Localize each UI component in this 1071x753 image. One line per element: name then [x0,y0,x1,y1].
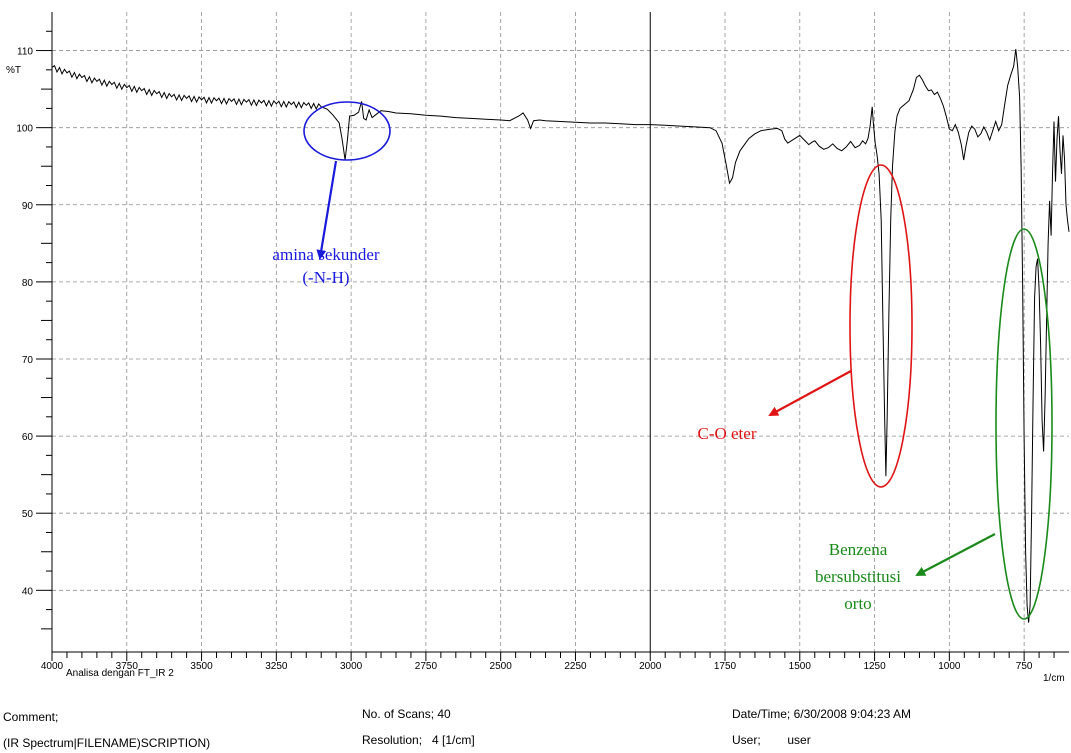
instrument-note: Analisa dengan FT_IR 2 [66,668,174,679]
y-tick-label: 50 [22,509,34,520]
x-tick-label: 1500 [789,661,812,672]
x-tick-label: 750 [1016,661,1033,672]
x-tick-label: 1250 [863,661,886,672]
annotation-co-ellipse [849,164,913,488]
resolution-info: Resolution; 4 [1/cm] [362,733,475,747]
spectrum-line [51,48,1070,623]
x-tick-label: 2750 [415,661,438,672]
y-axis-label: %T [6,65,21,76]
annotation-benzena: Benzena bersubstitusi orto [815,228,1053,620]
spectrum-series [51,48,1070,623]
y-tick-label: 60 [22,432,34,443]
x-tick-label: 3000 [340,661,363,672]
annotation-benz-ellipse [995,228,1053,620]
annotation-co-arrow [768,370,852,416]
annotation-co-label: C-O eter [697,424,756,443]
scans-info: No. of Scans; 40 [362,707,451,721]
y-axis: 40 50 60 70 80 90 100 110 [16,30,52,630]
x-tick-label: 1750 [714,661,737,672]
annotation-nh-line2: (-N-H) [302,268,349,287]
x-tick-label: 2500 [490,661,513,672]
x-tick-label: 1000 [938,661,961,672]
annotation-c-o-eter: C-O eter [697,164,913,488]
annotation-benz-line2: bersubstitusi [815,567,901,586]
annotation-benz-arrow [915,533,996,576]
x-tick-label: 3500 [190,661,213,672]
y-tick-label: 110 [17,47,33,58]
y-tick-label: 100 [16,124,33,135]
annotation-amina-sekunder: amina sekunder (-N-H) [272,101,391,287]
y-tick-label: 90 [22,201,34,212]
x-axis-unit: 1/cm [1043,673,1065,684]
annotation-nh-line1: amina sekunder [272,245,379,264]
plot-frame [51,12,1069,653]
x-tick-label: 3750 [116,661,139,672]
comment-value: (IR Spectrum|FILENAME)SCRIPTION) [3,736,211,750]
comment-label: Comment; [3,710,59,724]
annotation-benz-line1: Benzena [829,540,888,559]
y-tick-label: 70 [22,355,34,366]
y-tick-label: 80 [22,278,34,289]
annotation-nh-ellipse [303,101,391,161]
x-axis: 4000 3750 3500 3250 3000 2750 2500 2250 2000 1750… [41,652,1055,672]
grid-lines [52,12,1069,652]
datetime-info: Date/Time; 6/30/2008 9:04:23 AM [732,707,911,721]
annotation-nh-arrow [316,160,338,260]
x-tick-label: 2250 [564,661,587,672]
x-tick-label: 3250 [265,661,288,672]
x-tick-label: 2000 [639,661,662,672]
y-tick-label: 40 [22,586,34,597]
annotation-benz-line3: orto [844,594,871,613]
ir-spectrum-chart: 40 50 60 70 80 90 100 110 4000 3750 3500 3250 3000 2… [6,12,1070,684]
user-info: User; user [732,733,811,747]
x-tick-label: 4000 [41,661,64,672]
